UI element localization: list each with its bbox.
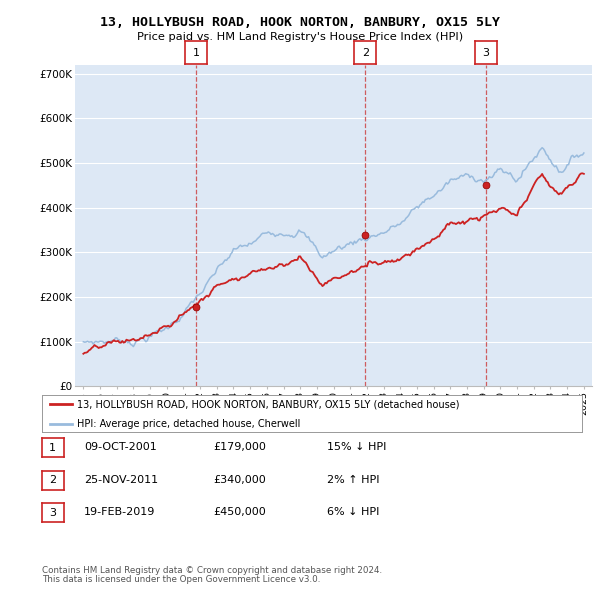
Text: £340,000: £340,000 (213, 475, 266, 484)
Text: 1: 1 (49, 443, 56, 453)
Text: 2: 2 (49, 476, 56, 485)
Text: This data is licensed under the Open Government Licence v3.0.: This data is licensed under the Open Gov… (42, 575, 320, 585)
Text: 09-OCT-2001: 09-OCT-2001 (84, 442, 157, 452)
Text: 3: 3 (482, 48, 490, 57)
Text: Contains HM Land Registry data © Crown copyright and database right 2024.: Contains HM Land Registry data © Crown c… (42, 566, 382, 575)
Text: 6% ↓ HPI: 6% ↓ HPI (327, 507, 379, 517)
Text: 1: 1 (193, 48, 200, 57)
Text: 2% ↑ HPI: 2% ↑ HPI (327, 475, 380, 484)
Text: 13, HOLLYBUSH ROAD, HOOK NORTON, BANBURY, OX15 5LY (detached house): 13, HOLLYBUSH ROAD, HOOK NORTON, BANBURY… (77, 399, 460, 409)
Text: Price paid vs. HM Land Registry's House Price Index (HPI): Price paid vs. HM Land Registry's House … (137, 32, 463, 41)
Text: 25-NOV-2011: 25-NOV-2011 (84, 475, 158, 484)
Text: £179,000: £179,000 (213, 442, 266, 452)
Text: 2: 2 (362, 48, 369, 57)
Text: 15% ↓ HPI: 15% ↓ HPI (327, 442, 386, 452)
Text: 3: 3 (49, 508, 56, 517)
Text: 13, HOLLYBUSH ROAD, HOOK NORTON, BANBURY, OX15 5LY: 13, HOLLYBUSH ROAD, HOOK NORTON, BANBURY… (100, 16, 500, 29)
Text: £450,000: £450,000 (213, 507, 266, 517)
Text: 19-FEB-2019: 19-FEB-2019 (84, 507, 155, 517)
Text: HPI: Average price, detached house, Cherwell: HPI: Average price, detached house, Cher… (77, 419, 301, 429)
